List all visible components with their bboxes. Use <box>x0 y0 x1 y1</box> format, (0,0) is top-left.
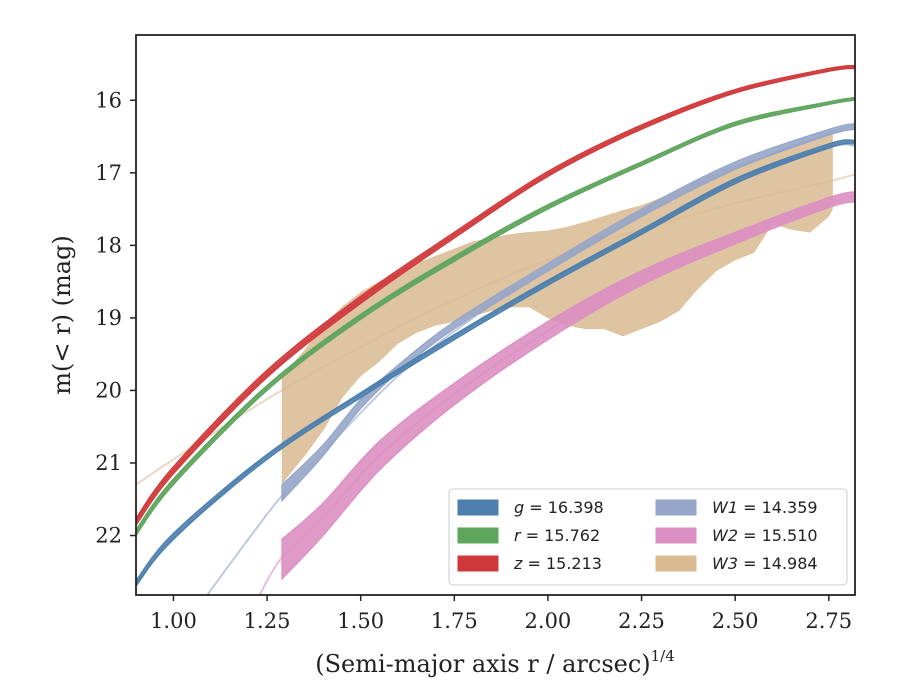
x-axis-label: (Semi-major axis r / arcsec)1/4 <box>315 647 675 678</box>
legend-label-z: z = 15.213 <box>513 554 602 573</box>
legend: g = 16.398 r = 15.762 z = 15.213 W1 = 14.35… <box>448 488 848 586</box>
y-tick-label: 17 <box>95 161 122 185</box>
x-axis-label-main: (Semi-major axis r / arcsec) <box>315 650 650 678</box>
y-axis-ticks: 16 17 18 19 20 21 22 <box>95 88 136 548</box>
legend-label-r: r = 15.762 <box>514 526 600 545</box>
legend-swatch-g <box>457 499 499 516</box>
x-tick-label: 2.75 <box>805 609 852 633</box>
y-tick-label: 22 <box>95 524 122 548</box>
x-tick-label: 2.25 <box>618 609 665 633</box>
y-tick-label: 20 <box>95 378 122 402</box>
legend-label-w1: W1 = 14.359 <box>712 498 818 517</box>
y-tick-label: 21 <box>95 451 122 475</box>
legend-swatch-w3 <box>655 555 697 572</box>
legend-swatch-w1 <box>655 499 697 516</box>
series-r-band <box>136 96 855 537</box>
x-tick-label: 1.50 <box>337 609 384 633</box>
series-layer <box>136 64 855 595</box>
legend-label-w2: W2 = 15.510 <box>712 526 818 545</box>
y-axis-label: m(< r) (mag) <box>48 235 76 394</box>
plot-frame <box>135 34 856 596</box>
y-tick-label: 18 <box>95 233 122 257</box>
series-z-band <box>136 64 855 527</box>
legend-swatch-w2 <box>655 527 697 544</box>
x-tick-label: 2.00 <box>525 609 572 633</box>
y-tick-label: 19 <box>95 306 122 330</box>
legend-box <box>448 488 848 586</box>
x-axis-label-superscript: 1/4 <box>651 647 675 665</box>
y-tick-label: 16 <box>95 88 122 112</box>
legend-label-w3: W3 = 14.984 <box>712 554 818 573</box>
x-tick-label: 1.00 <box>150 609 197 633</box>
x-axis-ticks: 1.00 1.25 1.50 1.75 2.00 2.25 2.50 2.75 <box>150 595 852 633</box>
legend-label-g: g = 16.398 <box>514 498 604 517</box>
x-tick-label: 1.25 <box>244 609 291 633</box>
x-tick-label: 1.75 <box>431 609 478 633</box>
legend-swatch-r <box>457 527 499 544</box>
x-tick-label: 2.50 <box>712 609 759 633</box>
legend-swatch-z <box>457 555 499 572</box>
